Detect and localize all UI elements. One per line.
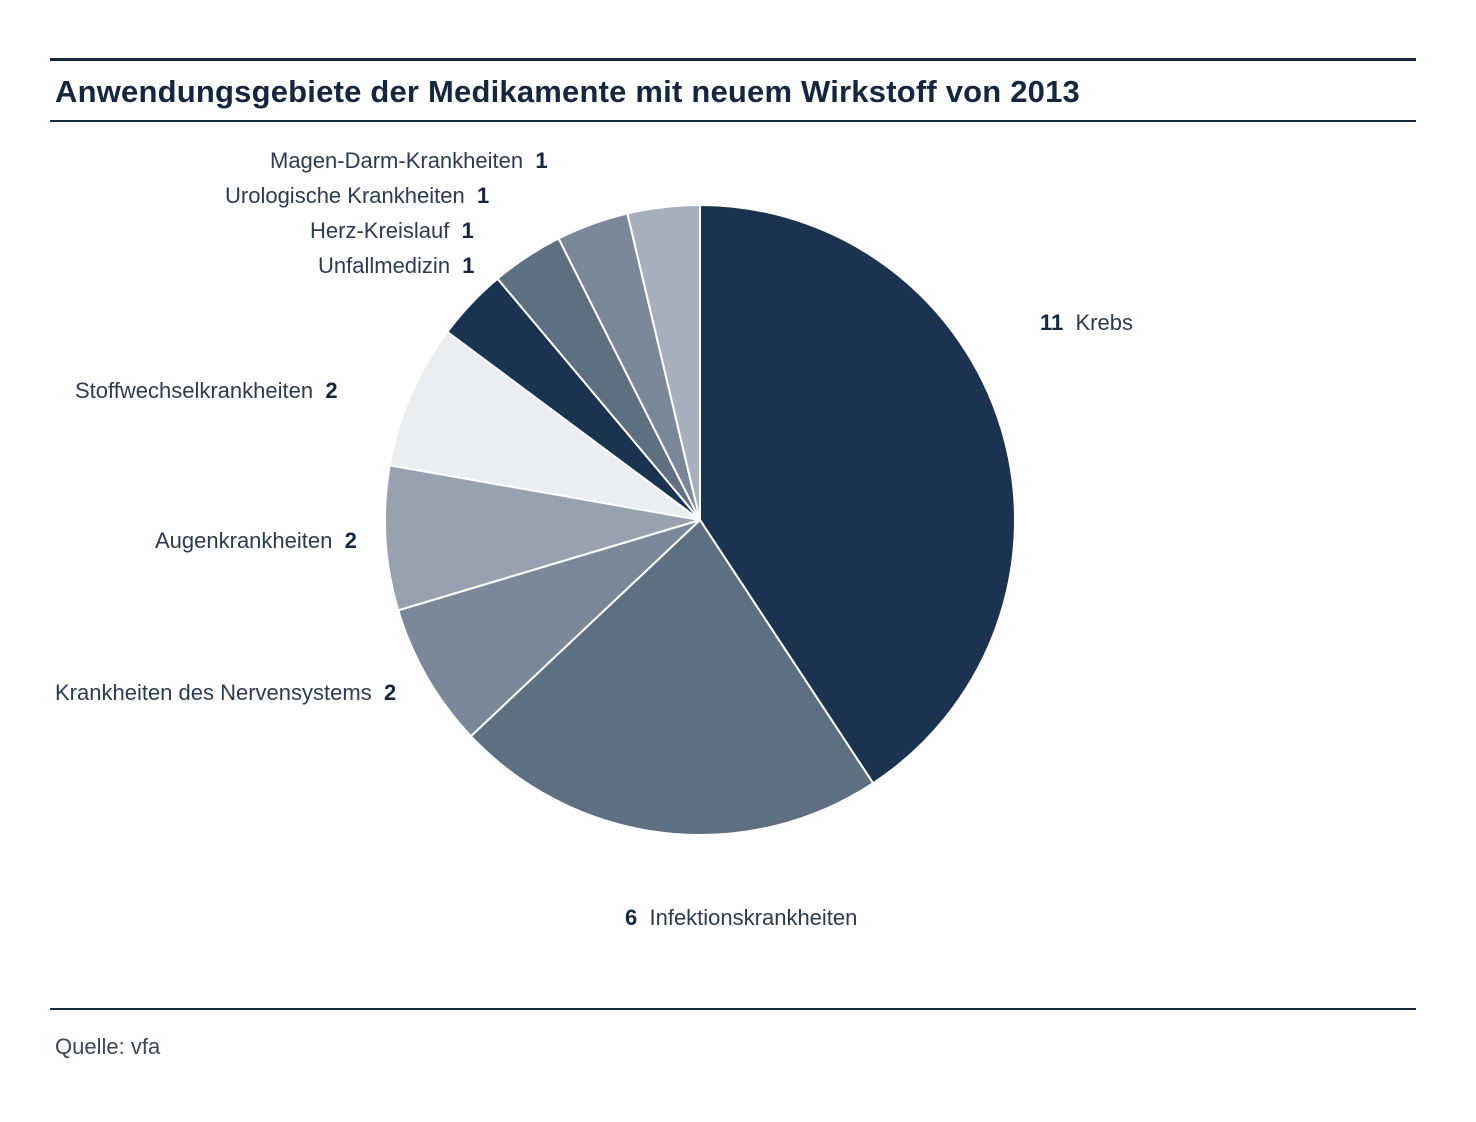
slice-text: Augenkrankheiten bbox=[155, 528, 332, 553]
slice-value: 1 bbox=[462, 253, 474, 278]
slice-value: 11 bbox=[1040, 310, 1063, 335]
slice-label: Herz-Kreislauf 1 bbox=[310, 218, 474, 244]
slice-text: Urologische Krankheiten bbox=[225, 183, 465, 208]
slice-label: 11 Krebs bbox=[1040, 310, 1133, 336]
slice-value: 1 bbox=[535, 148, 547, 173]
slice-label: Urologische Krankheiten 1 bbox=[225, 183, 489, 209]
source-line: Quelle: vfa bbox=[55, 1034, 160, 1060]
slice-value: 1 bbox=[477, 183, 489, 208]
slice-value: 1 bbox=[462, 218, 474, 243]
slice-text: Herz-Kreislauf bbox=[310, 218, 449, 243]
pie-svg bbox=[0, 150, 1476, 980]
slice-label: 6 Infektionskrankheiten bbox=[625, 905, 857, 931]
slice-text: Stoffwechselkrankheiten bbox=[75, 378, 313, 403]
slice-value: 2 bbox=[345, 528, 357, 553]
chart-title: Anwendungsgebiete der Medikamente mit ne… bbox=[55, 74, 1080, 110]
rule-under-title bbox=[50, 120, 1416, 122]
slice-value: 6 bbox=[625, 905, 637, 930]
slice-value: 2 bbox=[384, 680, 396, 705]
slice-label: Unfallmedizin 1 bbox=[318, 253, 475, 279]
slice-text: Krebs bbox=[1076, 310, 1133, 335]
slice-label: Krankheiten des Nervensystems 2 bbox=[55, 680, 396, 706]
slice-label: Magen-Darm-Krankheiten 1 bbox=[270, 148, 548, 174]
slice-text: Krankheiten des Nervensystems bbox=[55, 680, 372, 705]
slice-label: Stoffwechselkrankheiten 2 bbox=[75, 378, 338, 404]
slice-label: Augenkrankheiten 2 bbox=[155, 528, 357, 554]
rule-bottom bbox=[50, 1008, 1416, 1010]
source-prefix: Quelle: bbox=[55, 1034, 131, 1059]
pie-chart: 11 Krebs6 InfektionskrankheitenKrankheit… bbox=[0, 150, 1476, 980]
slice-text: Magen-Darm-Krankheiten bbox=[270, 148, 523, 173]
source-name: vfa bbox=[131, 1034, 160, 1059]
slice-text: Unfallmedizin bbox=[318, 253, 450, 278]
slice-value: 2 bbox=[325, 378, 337, 403]
rule-top bbox=[50, 58, 1416, 61]
page: Anwendungsgebiete der Medikamente mit ne… bbox=[0, 0, 1476, 1122]
slice-text: Infektionskrankheiten bbox=[649, 905, 857, 930]
